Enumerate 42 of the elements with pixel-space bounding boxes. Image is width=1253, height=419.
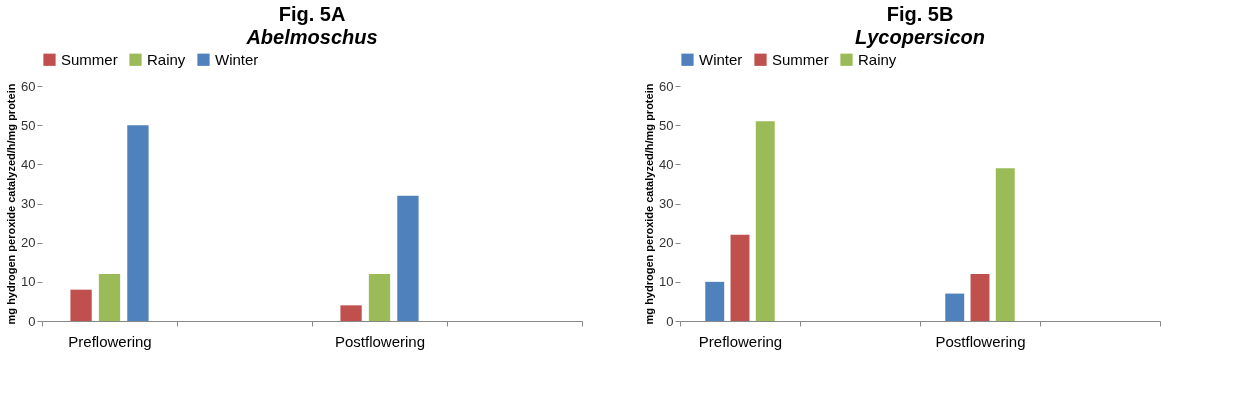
bar [995,168,1015,321]
bar [730,234,750,321]
y-tick-label: 20 [21,235,36,251]
chart-subtitle: Abelmoschus [245,26,378,48]
bar [127,125,149,321]
bar [945,293,965,321]
x-tick-label: Preflowering [68,332,152,350]
legend-label: Winter [699,50,743,68]
y-tick-label: 20 [659,235,674,251]
x-tick-label: Postflowering [334,332,426,350]
legend-label: Summer [772,50,829,68]
x-tick-label: Postflowering [935,332,1026,350]
y-axis-title: mg hydrogen peroxide catalyzed/h/mg protein [643,83,656,325]
chart-title: Fig. 5B [886,3,954,25]
y-tick-label: 30 [659,196,674,211]
y-tick-label: 50 [659,117,674,133]
y-tick-label: 60 [659,78,674,94]
y-tick-label: 10 [21,274,36,290]
y-tick-label: 40 [659,156,674,172]
y-tick-label: 30 [21,196,36,211]
x-tick-label: Preflowering [698,332,783,350]
bar [98,274,121,321]
bar [340,305,362,321]
chart-title: Fig. 5A [278,3,346,25]
y-tick-label: 40 [21,156,36,172]
y-tick-label: 0 [666,313,674,329]
y-tick-label: 10 [659,274,674,290]
bar [970,274,990,321]
bar [397,195,419,321]
chart-subtitle: Lycopersicon [854,26,986,48]
bar [705,281,725,321]
legend-label: Winter [215,50,259,68]
y-axis-title: mg hydrogen peroxide catalyzed/h/mg protein [5,83,18,325]
legend-label: Summer [61,50,118,68]
bar [368,274,391,321]
legend-label: Rainy [147,50,186,68]
y-tick-label: 60 [21,78,36,94]
legend-label: Rainy [858,50,897,68]
y-tick-label: 50 [21,117,36,133]
bar [755,121,775,321]
bar [70,289,92,321]
y-tick-label: 0 [28,313,36,329]
